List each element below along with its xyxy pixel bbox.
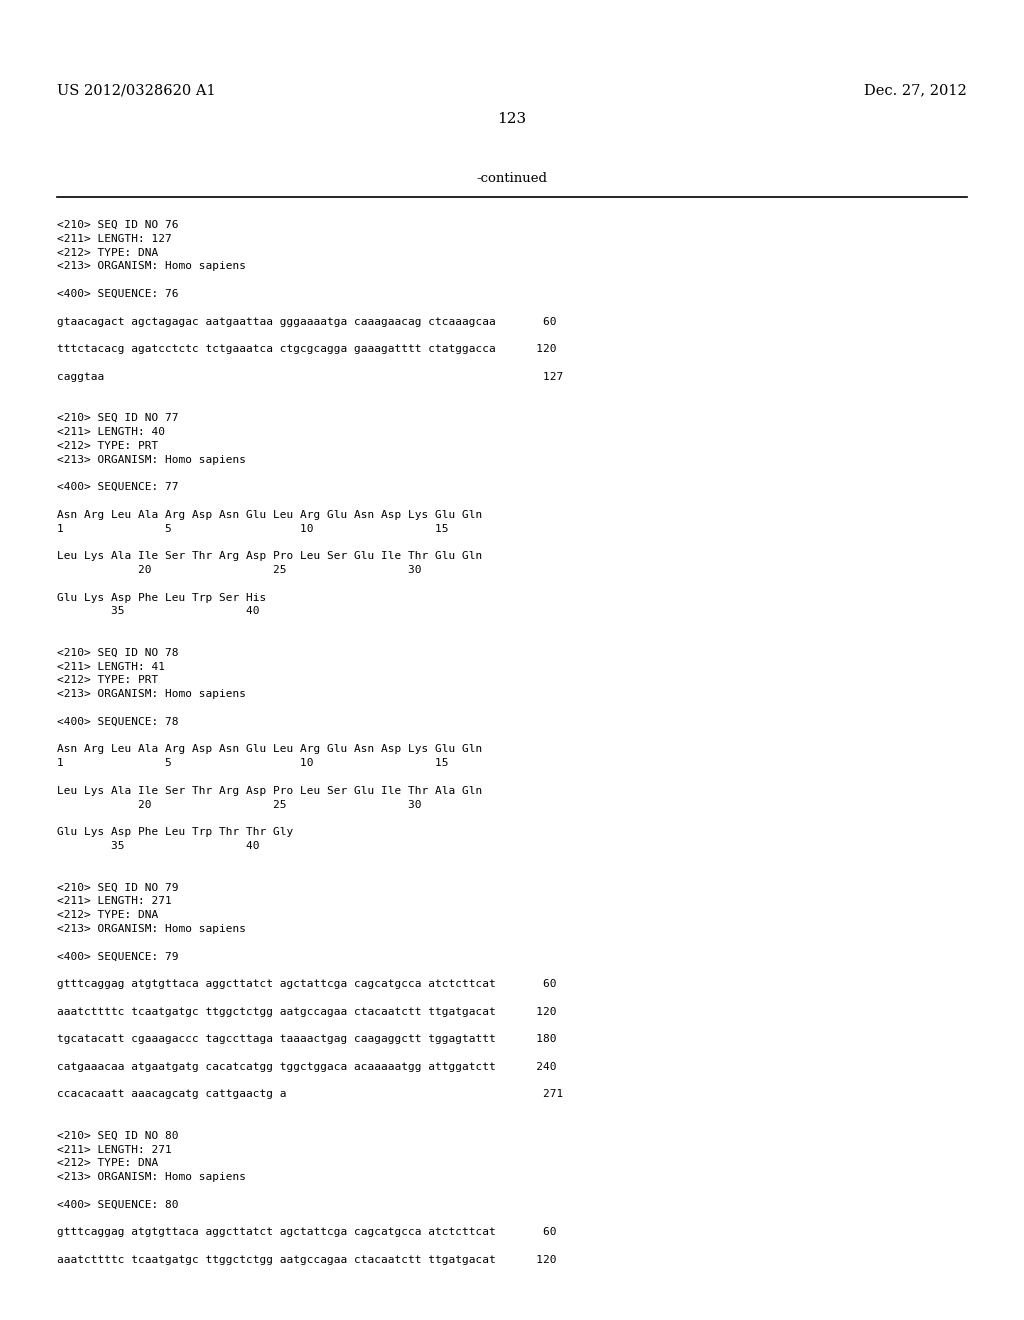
Text: <210> SEQ ID NO 80: <210> SEQ ID NO 80 <box>57 1131 178 1140</box>
Text: gtttcaggag atgtgttaca aggcttatct agctattcga cagcatgcca atctcttcat       60: gtttcaggag atgtgttaca aggcttatct agctatt… <box>57 979 556 989</box>
Text: 1               5                   10                  15: 1 5 10 15 <box>57 524 449 533</box>
Text: <211> LENGTH: 271: <211> LENGTH: 271 <box>57 1144 172 1155</box>
Text: <211> LENGTH: 271: <211> LENGTH: 271 <box>57 896 172 907</box>
Text: 20                  25                  30: 20 25 30 <box>57 565 422 576</box>
Text: Glu Lys Asp Phe Leu Trp Ser His: Glu Lys Asp Phe Leu Trp Ser His <box>57 593 266 603</box>
Text: <213> ORGANISM: Homo sapiens: <213> ORGANISM: Homo sapiens <box>57 924 246 933</box>
Text: <400> SEQUENCE: 77: <400> SEQUENCE: 77 <box>57 482 178 492</box>
Text: ccacacaatt aaacagcatg cattgaactg a                                      271: ccacacaatt aaacagcatg cattgaactg a 271 <box>57 1089 563 1100</box>
Text: <210> SEQ ID NO 77: <210> SEQ ID NO 77 <box>57 413 178 424</box>
Text: Dec. 27, 2012: Dec. 27, 2012 <box>864 83 967 96</box>
Text: 35                  40: 35 40 <box>57 606 259 616</box>
Text: Asn Arg Leu Ala Arg Asp Asn Glu Leu Arg Glu Asn Asp Lys Glu Gln: Asn Arg Leu Ala Arg Asp Asn Glu Leu Arg … <box>57 744 482 755</box>
Text: 20                  25                  30: 20 25 30 <box>57 800 422 809</box>
Text: 123: 123 <box>498 112 526 125</box>
Text: caggtaa                                                                 127: caggtaa 127 <box>57 372 563 381</box>
Text: <400> SEQUENCE: 76: <400> SEQUENCE: 76 <box>57 289 178 300</box>
Text: Asn Arg Leu Ala Arg Asp Asn Glu Leu Arg Glu Asn Asp Lys Glu Gln: Asn Arg Leu Ala Arg Asp Asn Glu Leu Arg … <box>57 510 482 520</box>
Text: <212> TYPE: DNA: <212> TYPE: DNA <box>57 909 159 920</box>
Text: aaatcttttc tcaatgatgc ttggctctgg aatgccagaa ctacaatctt ttgatgacat      120: aaatcttttc tcaatgatgc ttggctctgg aatgcca… <box>57 1007 556 1016</box>
Text: <210> SEQ ID NO 76: <210> SEQ ID NO 76 <box>57 220 178 230</box>
Text: <212> TYPE: DNA: <212> TYPE: DNA <box>57 1159 159 1168</box>
Text: <400> SEQUENCE: 79: <400> SEQUENCE: 79 <box>57 952 178 961</box>
Text: <213> ORGANISM: Homo sapiens: <213> ORGANISM: Homo sapiens <box>57 1172 246 1183</box>
Text: 35                  40: 35 40 <box>57 841 259 851</box>
Text: Leu Lys Ala Ile Ser Thr Arg Asp Pro Leu Ser Glu Ile Thr Ala Gln: Leu Lys Ala Ile Ser Thr Arg Asp Pro Leu … <box>57 785 482 796</box>
Text: <213> ORGANISM: Homo sapiens: <213> ORGANISM: Homo sapiens <box>57 454 246 465</box>
Text: Glu Lys Asp Phe Leu Trp Thr Thr Gly: Glu Lys Asp Phe Leu Trp Thr Thr Gly <box>57 828 293 837</box>
Text: <400> SEQUENCE: 80: <400> SEQUENCE: 80 <box>57 1200 178 1210</box>
Text: 1               5                   10                  15: 1 5 10 15 <box>57 758 449 768</box>
Text: -continued: -continued <box>476 172 548 185</box>
Text: <400> SEQUENCE: 78: <400> SEQUENCE: 78 <box>57 717 178 727</box>
Text: <210> SEQ ID NO 79: <210> SEQ ID NO 79 <box>57 882 178 892</box>
Text: tttctacacg agatcctctc tctgaaatca ctgcgcagga gaaagatttt ctatggacca      120: tttctacacg agatcctctc tctgaaatca ctgcgca… <box>57 345 556 354</box>
Text: <213> ORGANISM: Homo sapiens: <213> ORGANISM: Homo sapiens <box>57 261 246 272</box>
Text: gtttcaggag atgtgttaca aggcttatct agctattcga cagcatgcca atctcttcat       60: gtttcaggag atgtgttaca aggcttatct agctatt… <box>57 1228 556 1237</box>
Text: tgcatacatt cgaaagaccc tagccttaga taaaactgag caagaggctt tggagtattt      180: tgcatacatt cgaaagaccc tagccttaga taaaact… <box>57 1034 556 1044</box>
Text: <211> LENGTH: 41: <211> LENGTH: 41 <box>57 661 165 672</box>
Text: catgaaacaa atgaatgatg cacatcatgg tggctggaca acaaaaatgg attggatctt      240: catgaaacaa atgaatgatg cacatcatgg tggctgg… <box>57 1061 556 1072</box>
Text: US 2012/0328620 A1: US 2012/0328620 A1 <box>57 83 216 96</box>
Text: <212> TYPE: PRT: <212> TYPE: PRT <box>57 676 159 685</box>
Text: aaatcttttc tcaatgatgc ttggctctgg aatgccagaa ctacaatctt ttgatgacat      120: aaatcttttc tcaatgatgc ttggctctgg aatgcca… <box>57 1255 556 1265</box>
Text: Leu Lys Ala Ile Ser Thr Arg Asp Pro Leu Ser Glu Ile Thr Glu Gln: Leu Lys Ala Ile Ser Thr Arg Asp Pro Leu … <box>57 552 482 561</box>
Text: <210> SEQ ID NO 78: <210> SEQ ID NO 78 <box>57 648 178 657</box>
Text: <211> LENGTH: 40: <211> LENGTH: 40 <box>57 426 165 437</box>
Text: <213> ORGANISM: Homo sapiens: <213> ORGANISM: Homo sapiens <box>57 689 246 700</box>
Text: <211> LENGTH: 127: <211> LENGTH: 127 <box>57 234 172 244</box>
Text: <212> TYPE: DNA: <212> TYPE: DNA <box>57 248 159 257</box>
Text: <212> TYPE: PRT: <212> TYPE: PRT <box>57 441 159 451</box>
Text: gtaacagact agctagagac aatgaattaa gggaaaatga caaagaacag ctcaaagcaa       60: gtaacagact agctagagac aatgaattaa gggaaaa… <box>57 317 556 326</box>
